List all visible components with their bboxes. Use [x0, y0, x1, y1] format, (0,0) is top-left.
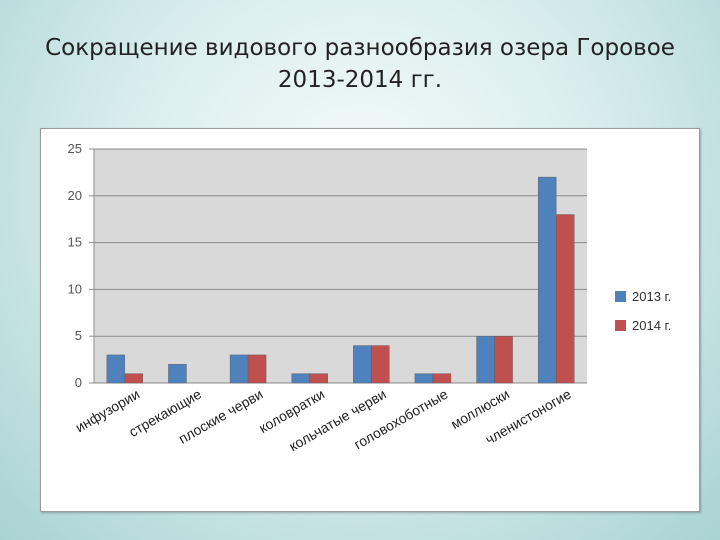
legend-swatch [615, 320, 626, 331]
bar [168, 364, 187, 384]
legend-label: 2014 г. [632, 318, 671, 333]
bar [476, 335, 495, 384]
bar [229, 354, 249, 384]
bar [537, 176, 557, 384]
bar [555, 214, 575, 384]
y-tick-label: 15 [68, 235, 82, 250]
legend-swatch [615, 291, 626, 302]
y-tick-label: 25 [68, 141, 82, 156]
bar [414, 373, 434, 384]
slide-title-line-2: 2013-2014 гг. [277, 67, 443, 93]
plot-area [94, 149, 587, 383]
slide-title-line-1: Сокращение видового разнообразия озера Г… [45, 35, 675, 61]
bar [291, 373, 310, 384]
y-tick-label: 5 [75, 328, 82, 343]
bar [494, 335, 513, 384]
bar [247, 354, 267, 384]
y-tick-label: 20 [68, 188, 82, 203]
legend-label: 2013 г. [632, 289, 671, 304]
slide-title: Сокращение видового разнообразия озера Г… [20, 32, 700, 96]
bar [353, 345, 372, 384]
chart-frame: 0 5 10 15 20 25 инфузории стрекающие плоские чер… [40, 128, 700, 512]
bar [124, 373, 144, 384]
y-tick-label: 0 [75, 375, 82, 390]
bar [106, 354, 126, 384]
y-tick-label: 10 [68, 281, 82, 296]
bar [309, 373, 328, 384]
bar [371, 345, 390, 384]
bar [432, 373, 452, 384]
